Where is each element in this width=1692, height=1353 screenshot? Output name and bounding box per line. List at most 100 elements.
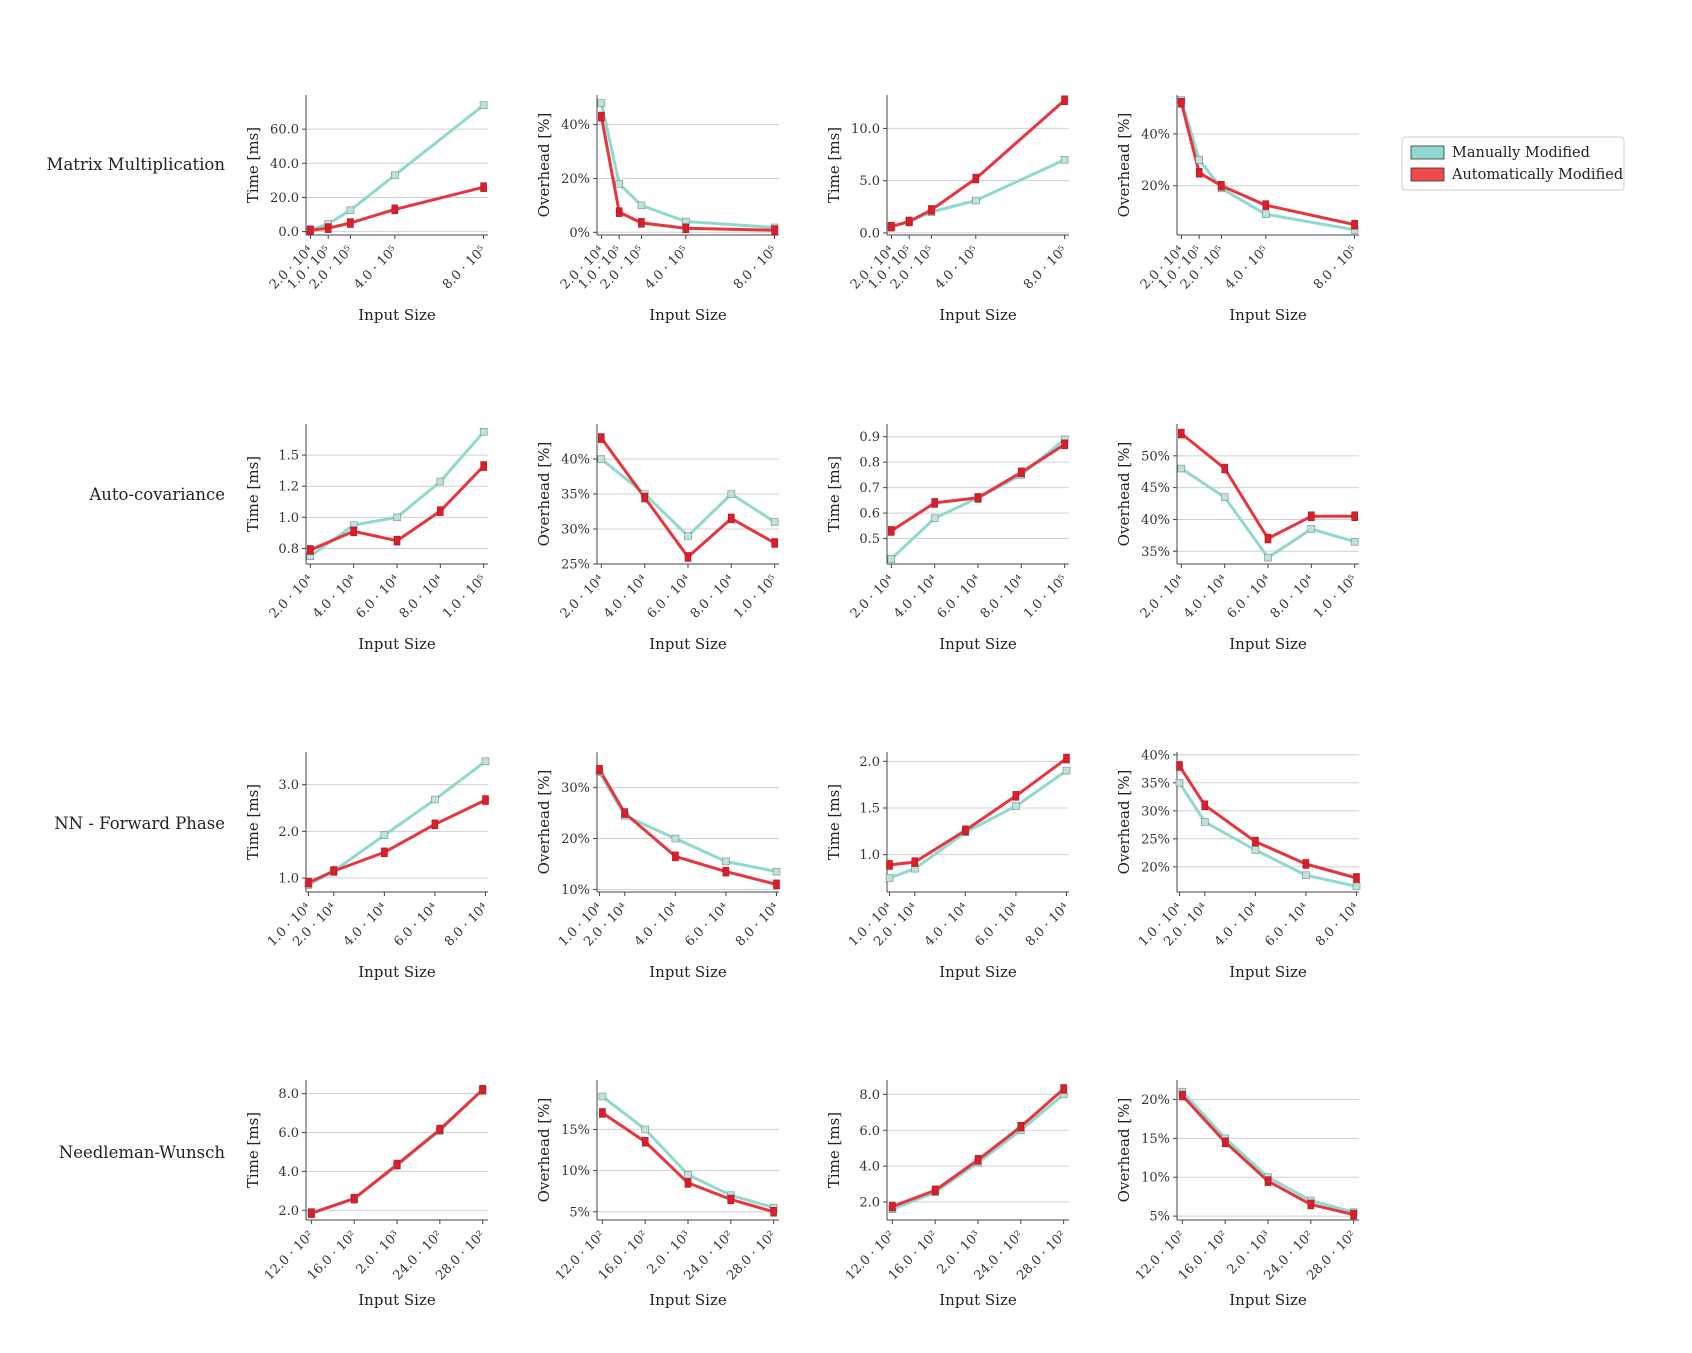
y-tick-label: 4.0 [859, 1160, 880, 1175]
data-point-manual [770, 518, 779, 526]
data-point-auto [1221, 1137, 1229, 1148]
data-point-manual [1302, 871, 1310, 879]
y-tick-label: 5% [1149, 1210, 1170, 1225]
x-tick-label: 1.0 · 10⁵ [731, 572, 780, 621]
y-axis-label: Time [ms] [825, 1112, 843, 1188]
y-axis-label: Time [ms] [244, 784, 262, 860]
data-point-auto [905, 216, 913, 227]
y-tick-label: 6.0 [278, 1126, 299, 1141]
y-tick-label: 10.0 [851, 122, 880, 137]
data-point-auto [324, 223, 332, 233]
y-tick-label: 20% [561, 172, 590, 187]
data-point-auto [350, 1193, 358, 1204]
y-tick-label: 25% [561, 558, 590, 573]
data-point-auto [641, 1137, 649, 1147]
x-tick-label: 4.0 · 10⁴ [1181, 572, 1230, 621]
x-tick-label: 4.0 · 10⁴ [310, 572, 359, 621]
y-tick-label: 0.0 [859, 226, 880, 241]
data-point-auto [638, 218, 645, 228]
y-tick-label: 2.0 [859, 755, 880, 770]
x-tick-label: 4.0 · 10⁴ [891, 572, 940, 621]
x-axis-label: Input Size [1229, 1291, 1307, 1309]
x-axis-label: Input Size [358, 963, 436, 981]
y-tick-label: 20% [1141, 1093, 1170, 1108]
x-tick-label: 2.0 · 10⁴ [267, 572, 316, 621]
data-point-auto [773, 879, 780, 890]
x-tick-label: 8.0 · 10⁵ [1311, 243, 1360, 292]
data-point-auto [431, 819, 439, 830]
x-axis-label: Input Size [939, 635, 1017, 653]
data-point-auto [1012, 791, 1020, 801]
y-tick-label: 2.0 [278, 1204, 299, 1219]
data-point-auto [1308, 511, 1315, 521]
y-axis-label: Time [ms] [825, 456, 843, 532]
y-tick-label: 0.7 [859, 481, 880, 496]
data-point-auto [1307, 1199, 1315, 1210]
data-point-auto [727, 513, 735, 524]
data-point-auto [727, 1194, 735, 1205]
y-tick-label: 45% [1141, 481, 1170, 496]
data-point-auto [347, 218, 354, 228]
data-point-manual [597, 99, 606, 107]
data-point-manual [727, 490, 736, 498]
y-tick-label: 40% [1141, 748, 1170, 763]
x-axis-label: Input Size [939, 1291, 1017, 1309]
data-point-manual [637, 201, 646, 210]
y-axis-label: Time [ms] [244, 456, 262, 532]
y-axis-label: Overhead [%] [1115, 770, 1133, 875]
x-tick-label: 8.0 · 10⁴ [978, 572, 1027, 621]
data-point-auto [928, 205, 935, 215]
data-point-manual [1350, 537, 1359, 546]
x-axis-label: Input Size [939, 306, 1017, 324]
y-axis-label: Overhead [%] [535, 113, 553, 218]
data-point-manual [971, 196, 980, 205]
data-point-auto [722, 866, 730, 877]
series-line-auto [1181, 1094, 1354, 1217]
x-tick-label: 6.0 · 10⁴ [1224, 572, 1273, 621]
data-point-manual [1175, 778, 1184, 787]
x-axis-label: Input Size [1229, 635, 1307, 653]
data-point-manual [887, 555, 896, 563]
data-point-auto [597, 433, 605, 443]
data-point-auto [330, 866, 338, 876]
data-point-manual [930, 514, 939, 522]
data-point-auto [436, 506, 444, 516]
y-tick-label: 10% [1141, 1171, 1170, 1186]
series-line-manual [1181, 1090, 1354, 1214]
data-point-manual [1220, 493, 1229, 501]
data-point-manual [598, 1092, 607, 1101]
y-tick-label: 60.0 [270, 123, 299, 138]
x-axis-label: Input Size [358, 306, 436, 324]
y-tick-label: 30% [1141, 804, 1170, 819]
data-point-manual [615, 180, 624, 188]
data-point-manual [684, 532, 692, 540]
x-tick-label: 8.0 · 10⁴ [442, 900, 491, 949]
data-point-manual [393, 513, 401, 522]
x-tick-label: 8.0 · 10⁴ [688, 572, 737, 621]
series-line-manual [1179, 99, 1355, 232]
y-tick-label: 20% [1141, 860, 1170, 875]
y-tick-label: 2.0 [859, 1196, 880, 1211]
data-point-manual [885, 874, 894, 882]
y-tick-label: 5% [569, 1205, 590, 1220]
data-point-manual [1201, 818, 1209, 826]
data-point-auto [1351, 511, 1358, 521]
y-tick-label: 35% [561, 488, 590, 503]
data-point-auto [1060, 1084, 1067, 1094]
data-point-auto [1017, 1121, 1025, 1132]
x-tick-label: 4.0 · 10⁵ [1222, 243, 1271, 292]
x-tick-label: 6.0 · 10⁴ [391, 900, 440, 949]
data-point-auto [306, 545, 314, 555]
row-label: NN - Forward Phase [54, 814, 225, 833]
data-point-manual [641, 1125, 650, 1134]
x-tick-label: 8.0 · 10⁴ [397, 572, 446, 621]
y-axis-label: Overhead [%] [535, 770, 553, 875]
